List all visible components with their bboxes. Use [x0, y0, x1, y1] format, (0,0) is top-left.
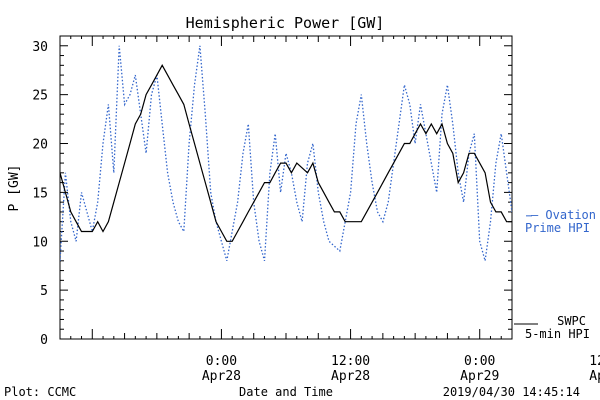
x-tick-date-label: Apr29 [460, 369, 499, 384]
swpc-series-line [60, 64, 512, 242]
legend-swpc-label-2: 5-min HPI [525, 327, 590, 341]
y-tick-label: 0 [40, 333, 48, 348]
x-tick-time-label: 0:00 [206, 354, 237, 369]
x-axis-label: Date and Time [239, 385, 333, 399]
plot-timestamp: 2019/04/30 14:45:14 [443, 385, 580, 399]
x-tick-time-label: 12:00 [331, 354, 370, 369]
series-layer [60, 45, 512, 261]
plot-frame [59, 35, 513, 340]
y-axis: 0 5 10 15 20 25 30 [32, 35, 512, 348]
x-tick-date-label: Apr28 [331, 369, 370, 384]
y-tick-label: 15 [32, 186, 48, 201]
ovation-series-line [60, 45, 512, 261]
legend-ovation-label-2: Prime HPI [525, 221, 590, 235]
x-tick-time-label: 0:00 [464, 354, 495, 369]
y-tick-label: 10 [32, 235, 48, 250]
x-tick-time-label: 12:00 [589, 354, 600, 369]
legend-ovation-label: — Ovation [531, 208, 596, 222]
chart-title: Hemispheric Power [GW] [186, 14, 385, 32]
plot-credit: Plot: CCMC [4, 385, 76, 399]
y-tick-label: 20 [32, 138, 48, 153]
x-tick-date-label: Apr29 [589, 369, 600, 384]
x-tick-date-label: Apr28 [202, 369, 241, 384]
y-tick-label: 25 [32, 89, 48, 104]
legend-swpc-label: SWPC [557, 314, 586, 328]
y-axis-label: P [GW] [7, 165, 22, 212]
y-tick-label: 30 [32, 40, 48, 55]
y-tick-label: 5 [40, 284, 48, 299]
x-axis: 0:00Apr2812:00Apr280:00Apr2912:00Apr290:… [59, 36, 600, 384]
